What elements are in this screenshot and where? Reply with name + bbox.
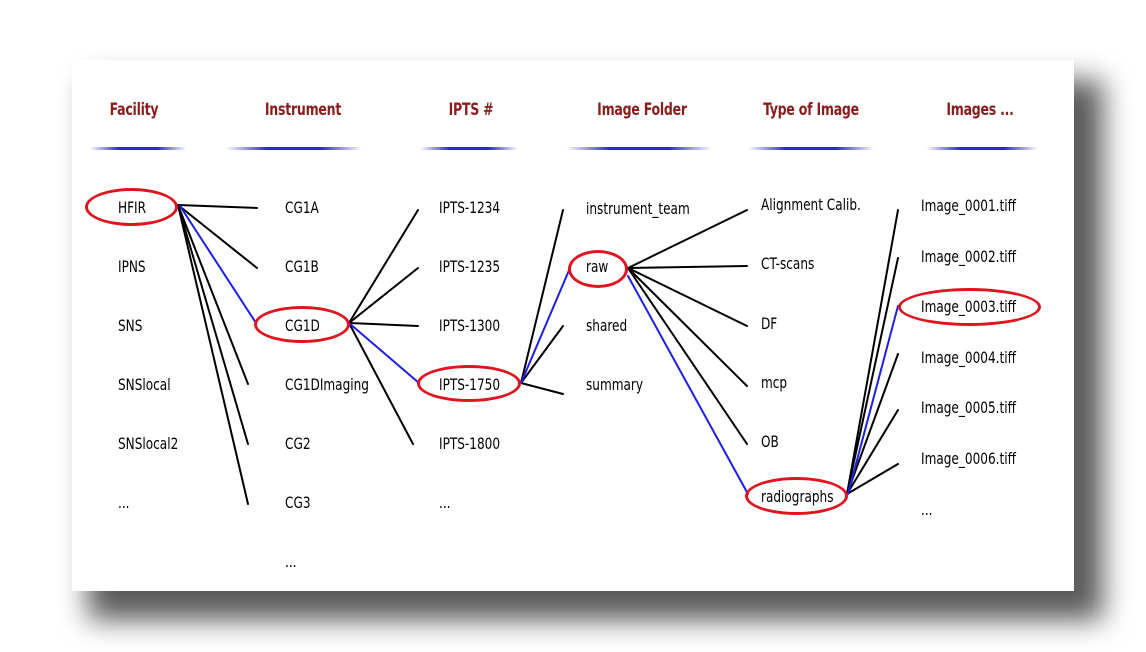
- link: [177, 204, 258, 269]
- folder-summary[interactable]: summary: [586, 375, 644, 394]
- link: [627, 267, 748, 327]
- link: [348, 322, 414, 445]
- type-ct-scans[interactable]: CT-scans: [761, 254, 815, 273]
- header-image-folder: Image Folder: [597, 100, 687, 120]
- link: [846, 463, 899, 495]
- folder-shared[interactable]: shared: [586, 316, 628, 335]
- header-images: Images ...: [946, 100, 1014, 120]
- header-rule: [226, 147, 362, 150]
- link: [348, 209, 419, 324]
- link: [627, 267, 748, 445]
- facility-snslocal[interactable]: SNSlocal: [118, 375, 171, 394]
- type-mcp[interactable]: mcp: [761, 373, 788, 392]
- link: [177, 204, 258, 209]
- link: [846, 209, 899, 495]
- header-type-of-image: Type of Image: [763, 100, 859, 120]
- instrument-cg2[interactable]: CG2: [285, 434, 311, 453]
- ipts-1800[interactable]: IPTS-1800: [439, 434, 501, 453]
- link: [520, 382, 564, 395]
- instrument-more: ...: [285, 552, 297, 571]
- ipts-1300[interactable]: IPTS-1300: [439, 316, 501, 335]
- facility-sns[interactable]: SNS: [118, 316, 143, 335]
- ipts-more: ...: [439, 493, 451, 512]
- ipts-1235[interactable]: IPTS-1235: [439, 257, 501, 276]
- header-rule: [748, 147, 874, 150]
- type-df[interactable]: DF: [761, 314, 778, 333]
- link: [177, 204, 249, 445]
- link: [520, 325, 564, 384]
- link: [520, 209, 564, 384]
- image-0002[interactable]: Image_0002.tiff: [921, 247, 1016, 266]
- header-rule: [90, 147, 186, 150]
- header-rule: [926, 147, 1038, 150]
- link: [177, 204, 249, 505]
- header-rule: [566, 147, 712, 150]
- instrument-cg1dimaging[interactable]: CG1DImaging: [285, 375, 369, 394]
- facility-more: ...: [118, 493, 130, 512]
- selected-link: [348, 322, 420, 384]
- link: [627, 209, 748, 269]
- link: [348, 267, 419, 324]
- image-0001[interactable]: Image_0001.tiff: [921, 196, 1016, 215]
- selection-ring-ipts-1750: [417, 365, 521, 402]
- link: [846, 353, 899, 495]
- link: [846, 409, 899, 495]
- selected-link: [520, 267, 571, 384]
- link: [177, 204, 249, 385]
- image-more: ...: [921, 500, 933, 519]
- selection-ring-hfir: [85, 188, 178, 226]
- selected-link: [627, 275, 749, 495]
- selection-ring-radiographs: [745, 477, 848, 515]
- header-instrument: Instrument: [264, 100, 342, 120]
- ipts-1234[interactable]: IPTS-1234: [439, 198, 501, 217]
- link: [846, 257, 899, 495]
- image-0005[interactable]: Image_0005.tiff: [921, 398, 1016, 417]
- type-alignment-calib[interactable]: Alignment Calib.: [761, 195, 861, 214]
- header-ipts: IPTS #: [448, 100, 494, 120]
- instrument-cg1a[interactable]: CG1A: [285, 198, 319, 217]
- facility-snslocal2[interactable]: SNSlocal2: [118, 434, 179, 453]
- selection-ring-cg1d: [254, 306, 350, 343]
- image-0004[interactable]: Image_0004.tiff: [921, 348, 1016, 367]
- link: [627, 267, 748, 387]
- type-ob[interactable]: OB: [761, 432, 779, 451]
- header-facility: Facility: [109, 100, 159, 120]
- link: [348, 322, 419, 327]
- header-rule: [420, 147, 518, 150]
- folder-instrument-team[interactable]: instrument_team: [586, 199, 690, 218]
- selection-ring-image-0003: [898, 288, 1041, 326]
- instrument-cg1b[interactable]: CG1B: [285, 257, 319, 276]
- image-0006[interactable]: Image_0006.tiff: [921, 449, 1016, 468]
- selection-ring-raw: [568, 250, 628, 288]
- selected-link: [179, 205, 257, 324]
- link: [627, 265, 748, 269]
- selected-link: [847, 305, 899, 495]
- instrument-cg3[interactable]: CG3: [285, 493, 311, 512]
- facility-ipns[interactable]: IPNS: [118, 257, 146, 276]
